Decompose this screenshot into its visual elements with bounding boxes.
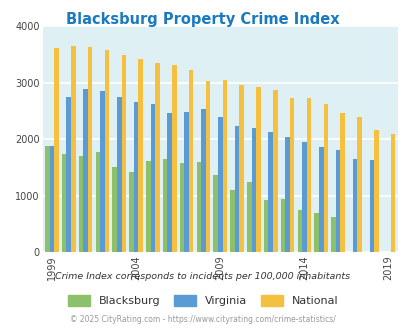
Bar	[45, 146, 49, 252]
Bar	[196, 162, 200, 252]
Bar	[100, 91, 104, 252]
Bar	[179, 163, 184, 252]
Bar	[335, 149, 339, 252]
Bar	[369, 160, 373, 252]
Bar	[339, 113, 344, 252]
Bar	[280, 199, 285, 252]
Bar	[356, 117, 361, 252]
Bar	[200, 110, 205, 252]
Bar	[330, 217, 335, 252]
Bar	[129, 172, 134, 252]
Bar	[150, 104, 155, 252]
Bar	[205, 81, 210, 252]
Bar	[87, 47, 92, 252]
Bar	[104, 50, 109, 252]
Bar	[323, 104, 327, 252]
Bar	[373, 130, 378, 252]
Bar	[314, 213, 318, 252]
Text: © 2025 CityRating.com - https://www.cityrating.com/crime-statistics/: © 2025 CityRating.com - https://www.city…	[70, 315, 335, 324]
Bar	[318, 147, 323, 252]
Bar	[134, 102, 138, 252]
Bar	[256, 87, 260, 252]
Bar	[62, 153, 66, 252]
Bar	[49, 146, 54, 252]
Bar	[146, 161, 150, 252]
Bar	[247, 182, 251, 252]
Bar	[162, 159, 167, 252]
Bar	[230, 190, 234, 252]
Bar	[95, 152, 100, 252]
Bar	[121, 55, 126, 252]
Bar	[79, 156, 83, 252]
Bar	[112, 167, 117, 252]
Bar	[117, 97, 121, 252]
Bar	[167, 113, 172, 252]
Bar	[83, 88, 87, 252]
Bar	[71, 46, 75, 252]
Bar	[352, 159, 356, 252]
Bar	[306, 98, 311, 252]
Bar	[222, 80, 226, 252]
Bar	[263, 200, 268, 252]
Bar	[138, 59, 143, 252]
Text: Crime Index corresponds to incidents per 100,000 inhabitants: Crime Index corresponds to incidents per…	[55, 272, 350, 281]
Bar	[390, 134, 394, 252]
Bar	[213, 175, 217, 252]
Bar	[188, 70, 193, 252]
Bar	[54, 48, 59, 252]
Text: Blacksburg Property Crime Index: Blacksburg Property Crime Index	[66, 12, 339, 26]
Bar	[239, 85, 243, 252]
Bar	[184, 112, 188, 252]
Legend: Blacksburg, Virginia, National: Blacksburg, Virginia, National	[68, 295, 337, 306]
Bar	[234, 126, 239, 252]
Bar	[285, 137, 289, 252]
Bar	[155, 63, 159, 252]
Bar	[301, 142, 306, 252]
Bar	[66, 97, 71, 252]
Bar	[251, 128, 256, 252]
Bar	[297, 210, 301, 252]
Bar	[217, 117, 222, 252]
Bar	[268, 132, 273, 252]
Bar	[172, 65, 176, 252]
Bar	[289, 98, 294, 252]
Bar	[273, 90, 277, 252]
